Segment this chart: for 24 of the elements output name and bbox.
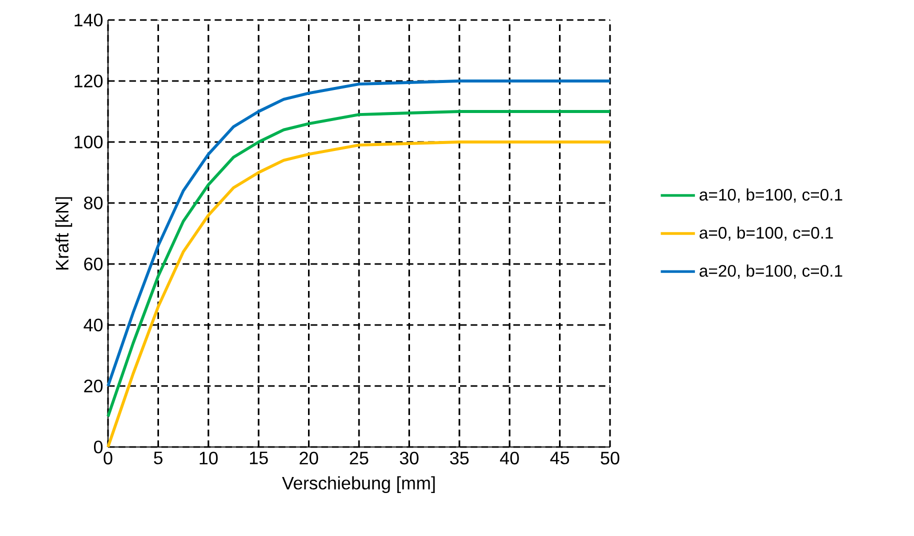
- y-tick-label: 80: [84, 196, 103, 210]
- x-tick-label: 15: [250, 452, 268, 464]
- x-tick-label: 35: [450, 452, 469, 464]
- y-tick-label: 120: [74, 74, 103, 88]
- x-tick-label: 30: [400, 452, 419, 464]
- legend-label: a=20, b=100, c=0.1: [700, 264, 842, 279]
- y-tick-label: 40: [84, 318, 103, 332]
- x-tick-label: 25: [350, 452, 368, 464]
- y-tick-label: 140: [74, 14, 103, 26]
- x-axis-title: Verschiebung [mm]: [282, 476, 435, 494]
- y-tick-label: 60: [84, 258, 103, 270]
- x-tick-label: 50: [600, 452, 620, 464]
- y-tick-label: 0: [94, 440, 103, 454]
- y-axis-title: Kraft [kN]: [55, 197, 72, 270]
- x-tick-label: 5: [154, 452, 162, 464]
- y-tick-label: 20: [84, 380, 103, 392]
- x-tick-label: 20: [300, 452, 318, 464]
- x-tick-label: 40: [500, 452, 519, 464]
- x-tick-label: 10: [200, 452, 218, 464]
- legend-label: a=10, b=100, c=0.1: [700, 188, 842, 203]
- x-tick-label: 45: [550, 452, 570, 464]
- x-tick-label: 0: [104, 452, 112, 464]
- y-tick-label: 100: [74, 136, 103, 148]
- legend-label: a=0, b=100, c=0.1: [700, 226, 833, 241]
